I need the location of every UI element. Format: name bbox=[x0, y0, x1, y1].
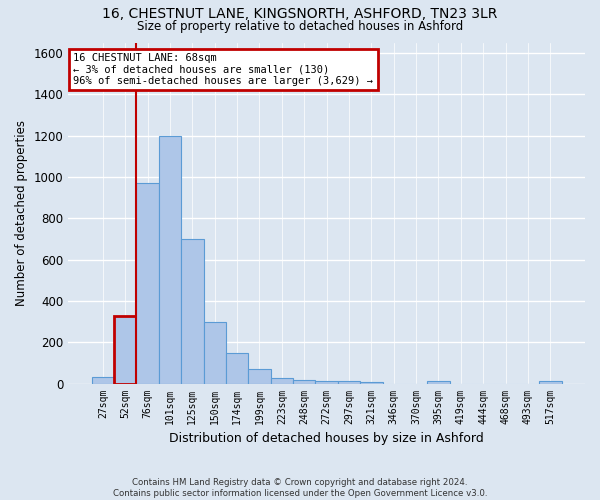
Bar bbox=[159, 136, 181, 384]
X-axis label: Distribution of detached houses by size in Ashford: Distribution of detached houses by size … bbox=[169, 432, 484, 445]
Bar bbox=[226, 352, 248, 384]
Y-axis label: Number of detached properties: Number of detached properties bbox=[15, 120, 28, 306]
Bar bbox=[293, 380, 316, 384]
Bar bbox=[181, 239, 203, 384]
Bar bbox=[203, 322, 226, 384]
Bar bbox=[136, 184, 159, 384]
Bar bbox=[92, 378, 114, 384]
Bar bbox=[248, 369, 271, 384]
Bar bbox=[539, 381, 562, 384]
Text: Contains HM Land Registry data © Crown copyright and database right 2024.
Contai: Contains HM Land Registry data © Crown c… bbox=[113, 478, 487, 498]
Bar bbox=[427, 381, 449, 384]
Text: Size of property relative to detached houses in Ashford: Size of property relative to detached ho… bbox=[137, 20, 463, 33]
Bar bbox=[271, 378, 293, 384]
Text: 16 CHESTNUT LANE: 68sqm
← 3% of detached houses are smaller (130)
96% of semi-de: 16 CHESTNUT LANE: 68sqm ← 3% of detached… bbox=[73, 52, 373, 86]
Bar bbox=[316, 381, 338, 384]
Bar bbox=[114, 316, 136, 384]
Text: 16, CHESTNUT LANE, KINGSNORTH, ASHFORD, TN23 3LR: 16, CHESTNUT LANE, KINGSNORTH, ASHFORD, … bbox=[103, 8, 497, 22]
Bar bbox=[338, 382, 360, 384]
Bar bbox=[360, 382, 383, 384]
